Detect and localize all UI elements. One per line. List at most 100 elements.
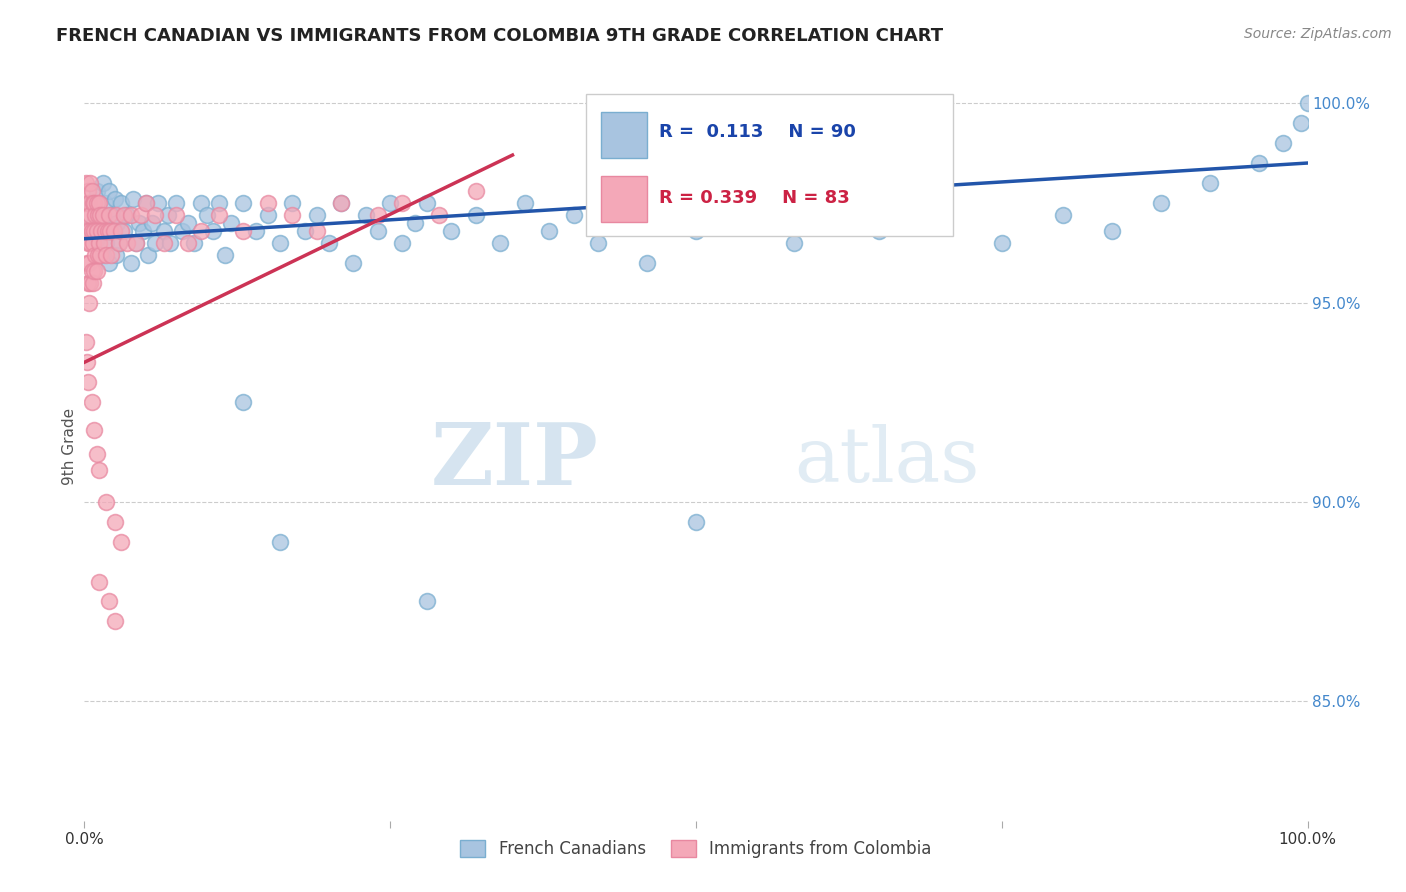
Text: R = 0.339    N = 83: R = 0.339 N = 83 (659, 189, 851, 207)
Point (107, 235, 129, 250)
Point (87, 208, 110, 222)
Point (105, 208, 128, 222)
Legend: French Canadians, Immigrants from Colombia: French Canadians, Immigrants from Colomb… (454, 833, 938, 864)
Point (87, 574, 110, 589)
Point (269, 235, 291, 250)
Point (93, 216, 115, 230)
Point (232, 395, 254, 409)
Point (685, 224, 707, 238)
Point (89, 248, 111, 262)
Point (125, 235, 148, 250)
Point (143, 208, 166, 222)
Point (416, 594, 439, 608)
Point (94, 224, 117, 238)
Point (83, 423, 105, 437)
Point (380, 195, 402, 210)
Point (177, 216, 200, 230)
Point (257, 208, 280, 222)
Point (77, 255, 100, 269)
Point (76, 355, 98, 369)
Point (214, 248, 236, 262)
Point (1272, 136, 1295, 150)
Point (79, 276, 101, 290)
Point (562, 208, 585, 222)
Bar (600, 112, 647, 158)
Point (1101, 224, 1123, 238)
Point (636, 255, 658, 269)
Point (96, 235, 118, 250)
Point (354, 208, 377, 222)
Text: atlas: atlas (794, 424, 979, 498)
Point (84, 208, 107, 222)
Y-axis label: 9th Grade: 9th Grade (62, 408, 77, 484)
Point (87, 208, 110, 222)
Point (110, 534, 132, 549)
Point (464, 184, 486, 198)
Point (416, 195, 439, 210)
Point (208, 195, 231, 210)
Point (427, 208, 450, 222)
Point (89, 208, 111, 222)
Point (77, 184, 100, 198)
Point (105, 216, 128, 230)
Point (76, 195, 98, 210)
Point (1247, 156, 1270, 170)
Point (96, 495, 118, 509)
Point (83, 195, 105, 210)
Point (97, 184, 120, 198)
Point (125, 235, 148, 250)
Point (869, 224, 891, 238)
Point (294, 224, 316, 238)
Point (305, 224, 328, 238)
Point (89, 224, 111, 238)
Point (367, 224, 389, 238)
Point (129, 208, 152, 222)
Point (513, 195, 536, 210)
Text: R =  0.113    N = 90: R = 0.113 N = 90 (659, 123, 856, 141)
FancyBboxPatch shape (586, 94, 953, 236)
Point (135, 195, 157, 210)
Point (991, 235, 1014, 250)
Point (76, 224, 98, 238)
Point (100, 208, 122, 222)
Point (86, 447, 108, 461)
Point (112, 208, 135, 222)
Point (87, 463, 110, 477)
Point (1150, 195, 1173, 210)
Point (94, 195, 117, 210)
Point (83, 224, 105, 238)
Point (391, 195, 413, 210)
Point (86, 224, 108, 238)
Point (391, 235, 413, 250)
Point (232, 224, 254, 238)
Text: Source: ZipAtlas.com: Source: ZipAtlas.com (1244, 27, 1392, 41)
Point (489, 235, 512, 250)
Point (104, 192, 127, 206)
Point (783, 235, 806, 250)
Point (330, 195, 353, 210)
Point (103, 224, 125, 238)
Point (153, 224, 176, 238)
Point (183, 235, 205, 250)
Point (1052, 208, 1074, 222)
Point (77, 224, 100, 238)
Point (120, 208, 142, 222)
Point (245, 224, 267, 238)
Point (82, 276, 104, 290)
Point (661, 208, 683, 222)
Point (232, 195, 254, 210)
Point (136, 248, 159, 262)
Point (93, 235, 115, 250)
Point (153, 235, 176, 250)
Point (80, 224, 103, 238)
Point (159, 235, 181, 250)
Point (80, 395, 103, 409)
Point (195, 208, 218, 222)
Point (128, 216, 150, 230)
Point (115, 235, 138, 250)
Point (79, 176, 101, 190)
Point (104, 615, 127, 629)
Point (75, 208, 97, 222)
Point (91, 176, 114, 190)
Point (156, 208, 179, 222)
